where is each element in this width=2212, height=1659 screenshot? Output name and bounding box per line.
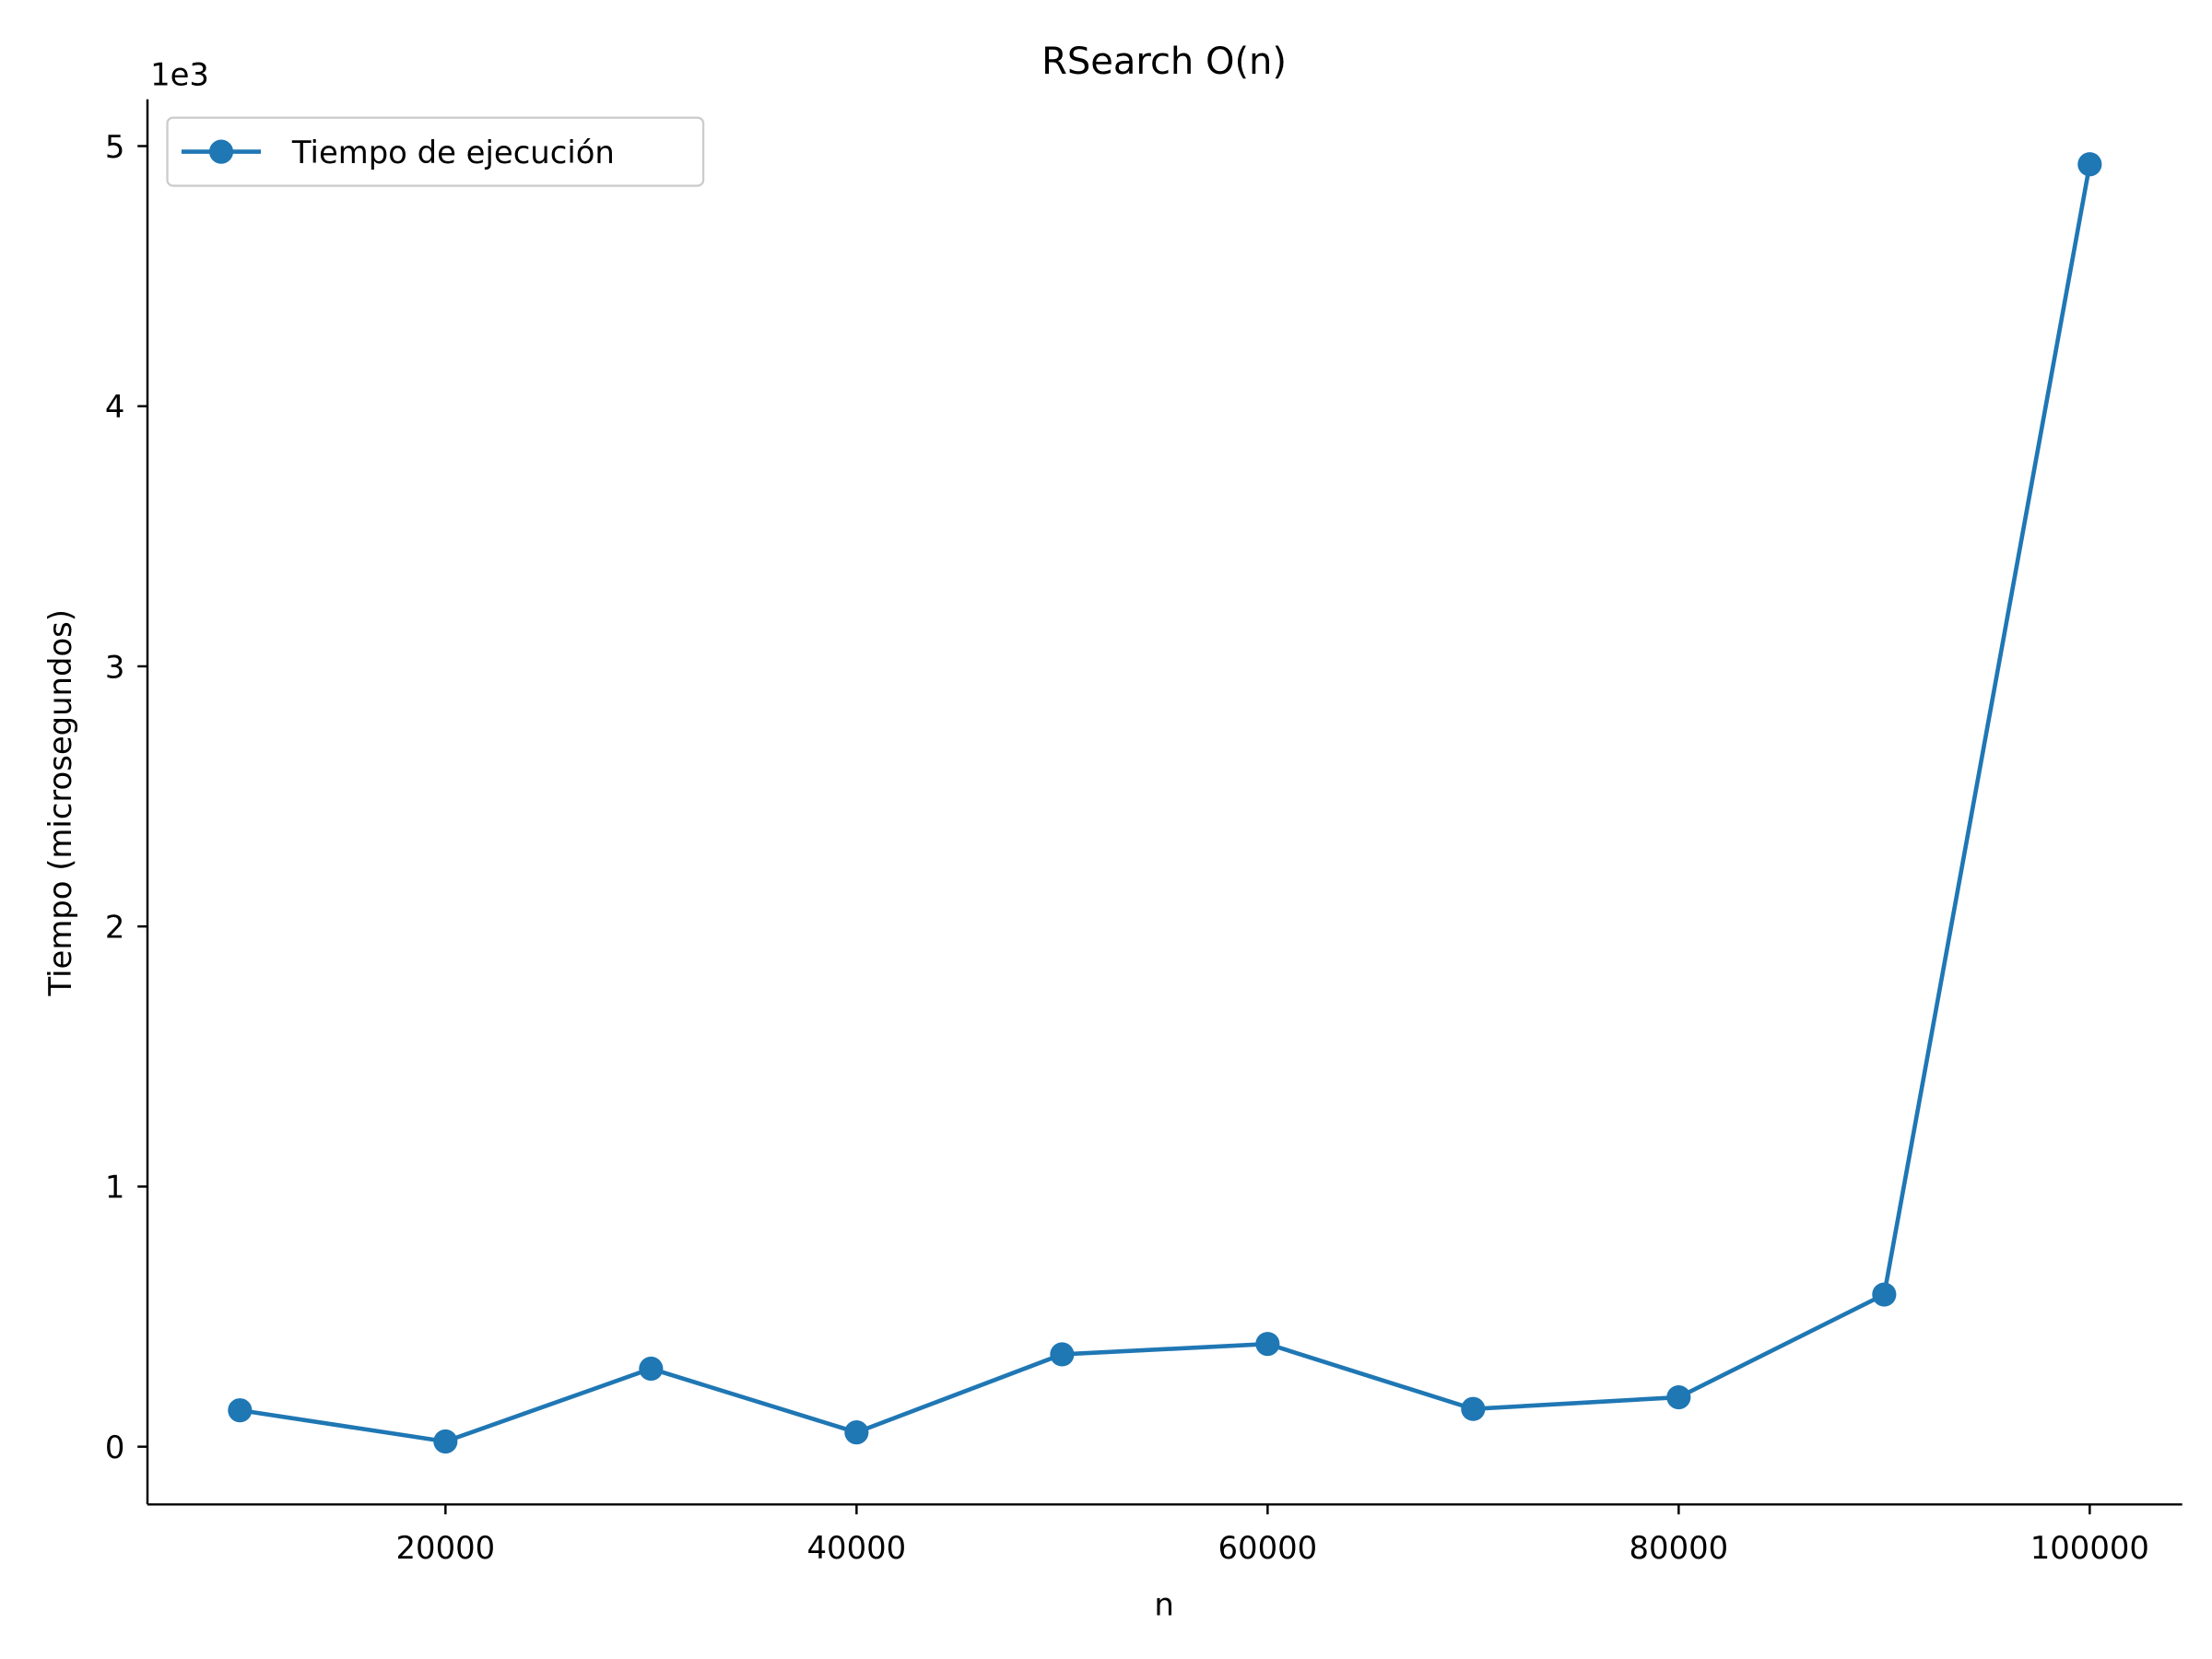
series-layer [228, 152, 2102, 1454]
y-tick-label: 4 [105, 389, 125, 425]
y-tick-label: 1 [105, 1170, 125, 1206]
chart-title: RSearch O(n) [1041, 41, 1287, 83]
y-tick-label: 0 [105, 1430, 125, 1465]
legend-dot-marker [208, 139, 234, 164]
y-tick-label: 2 [105, 909, 125, 945]
axes [146, 99, 2183, 1506]
x-tick-label: 60000 [1218, 1530, 1318, 1566]
y-tick-label: 3 [105, 649, 125, 685]
data-point [639, 1356, 664, 1382]
data-point [1666, 1384, 1691, 1410]
x-axis-ticks: 20000 40000 60000 80000 100000 [396, 1504, 2149, 1566]
y-axis-ticks: 0 1 2 3 4 5 [105, 129, 147, 1465]
series-line [240, 163, 2092, 1444]
x-axis-label: n [1154, 1586, 1173, 1622]
y-tick-label: 5 [105, 129, 125, 165]
legend-box [166, 116, 705, 187]
data-point [2077, 152, 2102, 177]
data-point [1255, 1332, 1280, 1357]
y-axis-label: Tiempo (microsegundos) [42, 609, 78, 997]
x-tick-label: 40000 [807, 1530, 907, 1566]
legend-label: Tiempo de ejecución [291, 135, 615, 171]
data-point [844, 1420, 869, 1445]
y-axis-offset-label: 1e3 [150, 56, 209, 92]
data-point [1050, 1342, 1075, 1367]
data-point [433, 1429, 458, 1454]
x-tick-label: 100000 [2030, 1530, 2149, 1566]
x-tick-label: 80000 [1630, 1530, 1729, 1566]
data-point [228, 1398, 253, 1423]
data-point [1872, 1282, 1897, 1307]
data-point [1461, 1396, 1486, 1421]
x-tick-label: 20000 [396, 1530, 496, 1566]
legend: Tiempo de ejecución [166, 116, 705, 187]
